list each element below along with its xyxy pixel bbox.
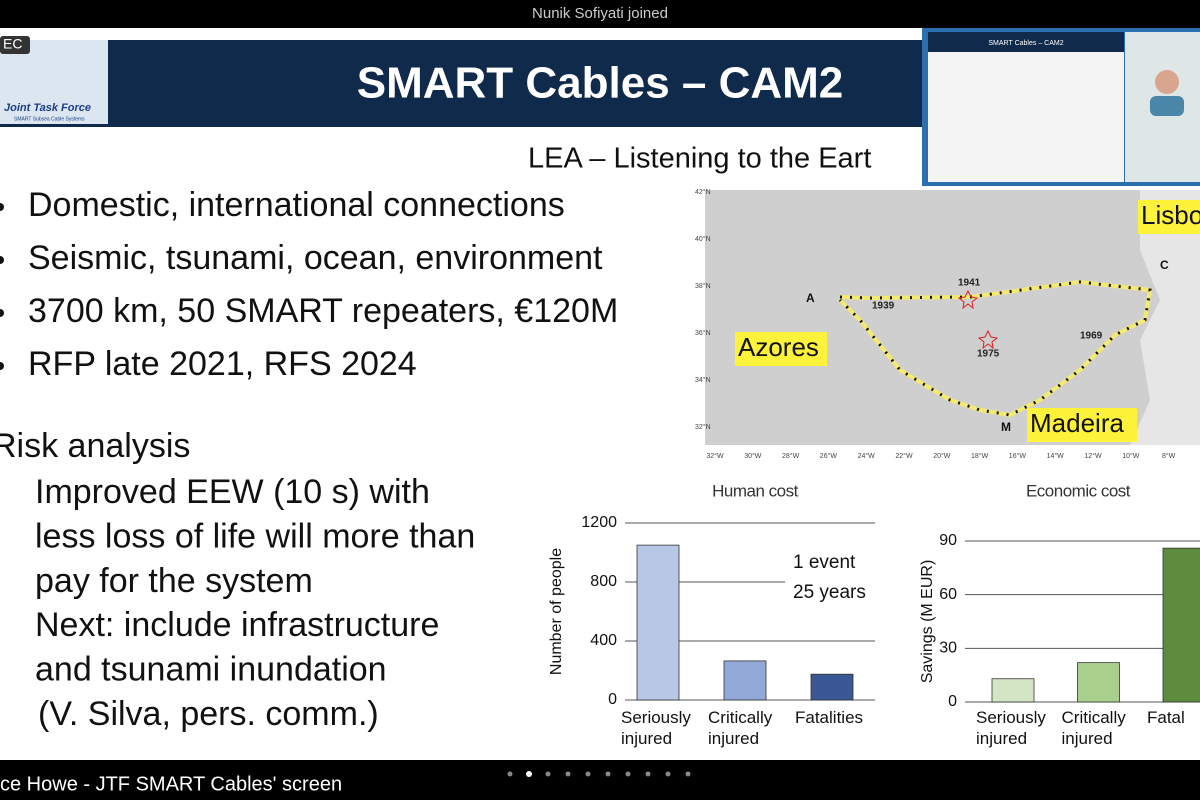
- place-label: Azores: [738, 332, 819, 362]
- lon-label: 28°W: [782, 452, 800, 460]
- y-tick-label: 1200: [581, 514, 617, 531]
- x-tick-label: Fatalities: [795, 708, 864, 727]
- bullet: Domestic, international connections: [28, 186, 565, 224]
- lon-label: 26°W: [820, 452, 838, 460]
- place-box: [1138, 200, 1200, 234]
- risk-line: and tsunami inundation: [35, 651, 387, 689]
- participant-head: [1155, 70, 1179, 94]
- bar: [810, 673, 854, 701]
- y-tick-label: 30: [939, 640, 957, 657]
- notification: Nunik Sofiyati joined: [532, 5, 668, 22]
- footer: [0, 760, 1200, 800]
- thumbnail-header: [928, 32, 1124, 52]
- lon-label: 24°W: [858, 452, 876, 460]
- badge-bg: [0, 36, 30, 54]
- risk-heading: Risk analysis: [0, 427, 190, 465]
- bullet: RFP late 2021, RFS 2024: [28, 345, 417, 383]
- lon-label: 16°W: [1009, 452, 1027, 460]
- y-tick-label: 400: [590, 632, 617, 649]
- annotation: 25 years: [793, 582, 866, 603]
- place-box: [1027, 408, 1137, 442]
- risk-line: less loss of life will more than: [35, 517, 475, 555]
- bullet-dot: [0, 362, 4, 370]
- year-label: 1975: [977, 349, 1000, 360]
- bar: [636, 544, 680, 701]
- y-axis-label: Number of people: [548, 548, 565, 675]
- lat-label: 38°N: [695, 282, 711, 290]
- annotation: 1 event: [793, 552, 856, 573]
- y-tick-label: 90: [939, 532, 957, 549]
- lon-label: 18°W: [971, 452, 989, 460]
- bar: [1162, 547, 1200, 703]
- lat-label: 36°N: [695, 329, 711, 337]
- place-label: Lisbo: [1141, 200, 1200, 230]
- subtitle: LEA – Listening to the Eart: [528, 143, 871, 175]
- year-label: 1969: [1080, 331, 1103, 342]
- badge: EC: [3, 36, 22, 52]
- year-label: 1941: [958, 278, 981, 289]
- page-dots: [507, 771, 691, 777]
- chart-title: Economic cost: [1026, 481, 1131, 500]
- risk-line: pay for the system: [35, 562, 313, 600]
- lon-label: 20°W: [933, 452, 951, 460]
- chart-title: Human cost: [712, 481, 798, 500]
- participant-body: [1150, 96, 1184, 116]
- x-tick-label: Seriously injured: [976, 708, 1046, 748]
- bullet: Seismic, tsunami, ocean, environment: [28, 239, 603, 277]
- logo-text: Joint Task Force: [4, 102, 91, 114]
- land: [1130, 190, 1200, 445]
- lon-label: 14°W: [1047, 452, 1065, 460]
- bar: [991, 678, 1035, 703]
- annotation-bg: [785, 545, 875, 609]
- lon-label: 12°W: [1084, 452, 1102, 460]
- risk-line: Improved EEW (10 s) with: [35, 473, 430, 511]
- bar: [1077, 662, 1120, 703]
- x-tick-label: Critically injured: [1061, 708, 1126, 748]
- place-label: Madeira: [1030, 408, 1124, 438]
- logo-subtext: SMART Subsea Cable Systems: [14, 116, 85, 122]
- slide-title: SMART Cables – CAM2: [357, 59, 844, 108]
- footer-label: ce Howe - JTF SMART Cables' screen: [0, 773, 342, 795]
- point-label: C: [1160, 258, 1169, 272]
- y-tick-label: 0: [948, 693, 957, 710]
- thumbnail-title: SMART Cables – CAM2: [988, 40, 1063, 47]
- point-label: A: [806, 291, 815, 305]
- lon-label: 32°W: [706, 452, 724, 460]
- risk-line: Next: include infrastructure: [35, 606, 439, 644]
- place-box: [735, 332, 827, 366]
- bar: [723, 660, 767, 701]
- x-tick-label: Critically injured: [708, 708, 773, 748]
- risk-line: (V. Silva, pers. comm.): [38, 695, 379, 733]
- lon-label: 8°W: [1162, 452, 1176, 460]
- map: [705, 190, 1200, 445]
- cable-route: [838, 279, 1153, 418]
- y-axis-label: Savings (M EUR): [919, 560, 936, 684]
- lat-label: 32°N: [695, 423, 711, 431]
- x-tick-label: Fatal: [1147, 708, 1185, 727]
- lon-label: 30°W: [744, 452, 762, 460]
- slide-thumbnail: [928, 32, 1124, 182]
- year-label: 1939: [872, 301, 895, 312]
- lat-label: 42°N: [695, 188, 711, 196]
- bullet-dot: [0, 309, 4, 317]
- y-tick-label: 60: [939, 586, 957, 603]
- lon-label: 10°W: [1122, 452, 1140, 460]
- quake-star: [957, 289, 979, 310]
- quake-star: [977, 329, 999, 350]
- x-tick-label: Seriously injured: [621, 708, 691, 748]
- bullet: 3700 km, 50 SMART repeaters, €120M: [28, 292, 618, 330]
- bullet-dot: [0, 203, 4, 211]
- point-label: M: [1001, 420, 1011, 434]
- lat-label: 40°N: [695, 235, 711, 243]
- bullet-dot: [0, 256, 4, 264]
- lon-label: 22°W: [895, 452, 913, 460]
- y-tick-label: 0: [608, 691, 617, 708]
- y-tick-label: 800: [590, 573, 617, 590]
- lat-label: 34°N: [695, 376, 711, 384]
